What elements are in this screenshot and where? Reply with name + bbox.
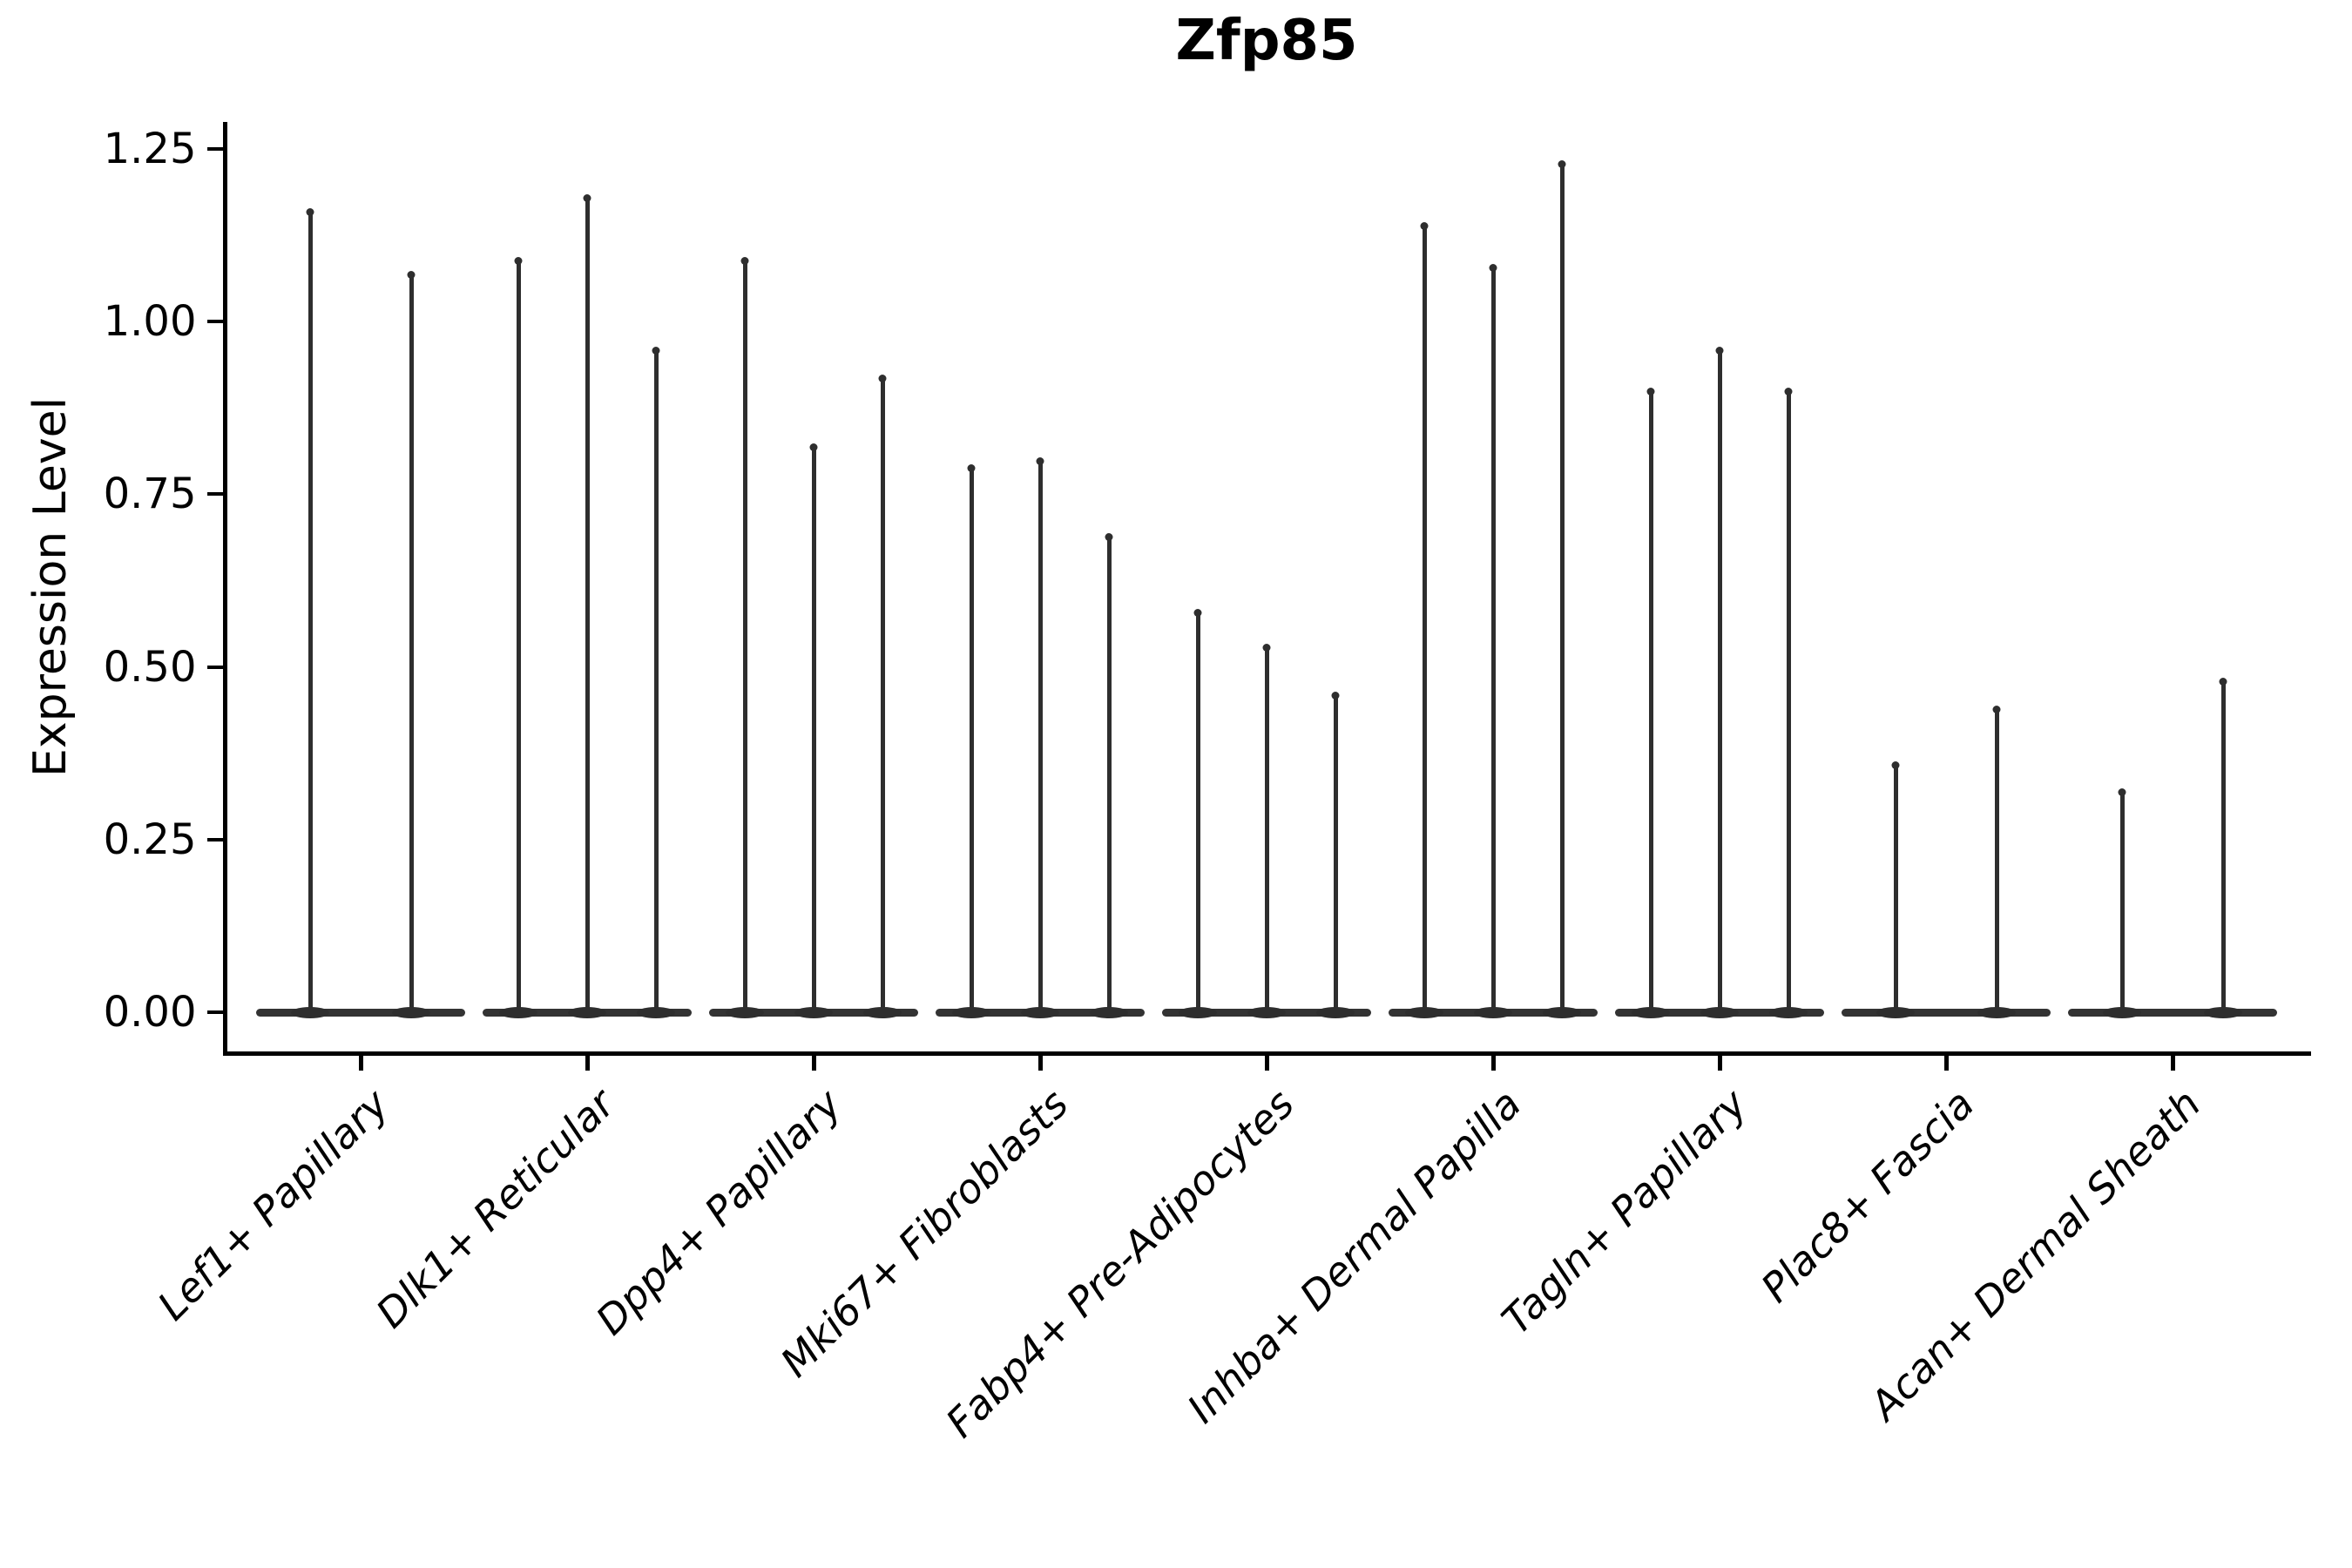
spike-tip <box>1646 388 1655 396</box>
y-axis-label: Expression Level <box>24 396 77 778</box>
axis-spine-bottom <box>222 1051 2311 1056</box>
spike-tip <box>878 374 887 382</box>
y-tick <box>206 665 223 669</box>
x-tick-label: Plac8+ Fascia <box>1751 1080 1984 1312</box>
y-tick-label: 0.25 <box>103 814 197 864</box>
spike-tip <box>1262 643 1271 652</box>
violin-spike <box>1036 456 1044 1016</box>
violin-baseline <box>1842 1009 2051 1017</box>
spike-tip <box>1558 159 1566 168</box>
x-tick <box>2170 1055 2175 1071</box>
spike-tip <box>1715 346 1724 355</box>
spike-tip <box>1784 388 1793 396</box>
x-tick <box>811 1055 816 1071</box>
violin-spike <box>1420 222 1429 1016</box>
y-tick <box>206 837 223 841</box>
y-tick-label: 1.00 <box>103 297 197 347</box>
plot-title: Zfp85 <box>1175 9 1358 73</box>
spike-tip <box>1193 609 1202 618</box>
x-tick <box>1490 1055 1496 1071</box>
violin-spike <box>1489 263 1497 1016</box>
violin-spike <box>878 374 887 1016</box>
y-tick-label: 0.50 <box>103 642 197 692</box>
violin-baseline <box>2068 1009 2277 1017</box>
spike-tip <box>1420 222 1429 231</box>
spike-tip <box>583 194 591 203</box>
violin-spike <box>407 270 416 1016</box>
violin-spike <box>306 208 314 1016</box>
y-tick <box>206 320 223 324</box>
violin-spike <box>1331 692 1340 1016</box>
violin-spike <box>1558 159 1566 1016</box>
x-tick-label: Tagln+ Papillary <box>1492 1080 1757 1344</box>
y-tick <box>206 492 223 497</box>
violin-spike <box>740 256 749 1016</box>
violin-spike <box>967 463 976 1016</box>
x-tick-label: Dpp4+ Papillary <box>586 1080 851 1344</box>
violin-spike <box>1646 388 1655 1016</box>
y-tick <box>206 1010 223 1014</box>
x-tick <box>1943 1055 1949 1071</box>
violin-spike <box>514 256 523 1016</box>
y-tick-label: 0.00 <box>103 988 197 1037</box>
spike-tip <box>2219 678 2227 686</box>
spike-tip <box>1036 456 1044 465</box>
x-tick <box>1037 1055 1043 1071</box>
spike-tip <box>1489 263 1497 272</box>
spike-tip <box>1105 532 1113 541</box>
violin-spike <box>1262 643 1271 1016</box>
y-tick-label: 1.25 <box>103 125 197 173</box>
violin-baseline <box>256 1009 465 1017</box>
spike-tip <box>809 443 818 451</box>
y-tick <box>206 147 223 151</box>
spike-tip <box>407 270 416 279</box>
spike-tip <box>306 208 314 217</box>
violin-spike <box>652 346 660 1016</box>
x-tick <box>1717 1055 1722 1071</box>
violin-spike <box>1105 532 1113 1016</box>
violin-spike <box>1992 706 2001 1016</box>
spike-tip <box>1992 706 2001 714</box>
violin-spike <box>1193 609 1202 1016</box>
spike-tip <box>1331 692 1340 700</box>
spike-tip <box>514 256 523 265</box>
violin-spike <box>2118 788 2126 1016</box>
violin-spike <box>1891 760 1900 1016</box>
y-tick-label: 0.75 <box>103 470 197 519</box>
violin-spike <box>2219 678 2227 1016</box>
violin-spike <box>1784 388 1793 1016</box>
violin-spike <box>1715 346 1724 1016</box>
x-tick <box>1264 1055 1269 1071</box>
spike-tip <box>2118 788 2126 797</box>
violin-spike <box>809 443 818 1016</box>
spike-tip <box>1891 760 1900 769</box>
x-tick-label: Dlk1+ Reticular <box>367 1080 625 1337</box>
x-tick <box>358 1055 363 1071</box>
x-tick <box>585 1055 590 1071</box>
spike-tip <box>740 256 749 265</box>
axis-spine-left <box>222 122 227 1056</box>
spike-tip <box>652 346 660 355</box>
x-tick-label: Lef1+ Papillary <box>148 1080 398 1329</box>
violin-spike <box>583 194 591 1016</box>
spike-tip <box>967 463 976 472</box>
